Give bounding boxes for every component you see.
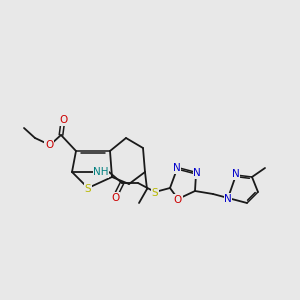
Text: O: O [45,140,53,150]
Text: S: S [152,188,158,198]
Text: S: S [85,184,91,194]
Text: NH: NH [93,167,109,177]
Text: O: O [111,193,119,203]
Text: O: O [60,115,68,125]
Text: N: N [232,169,240,179]
Text: O: O [174,195,182,205]
Text: N: N [193,168,201,178]
Text: N: N [173,163,181,173]
Text: N: N [224,194,232,204]
